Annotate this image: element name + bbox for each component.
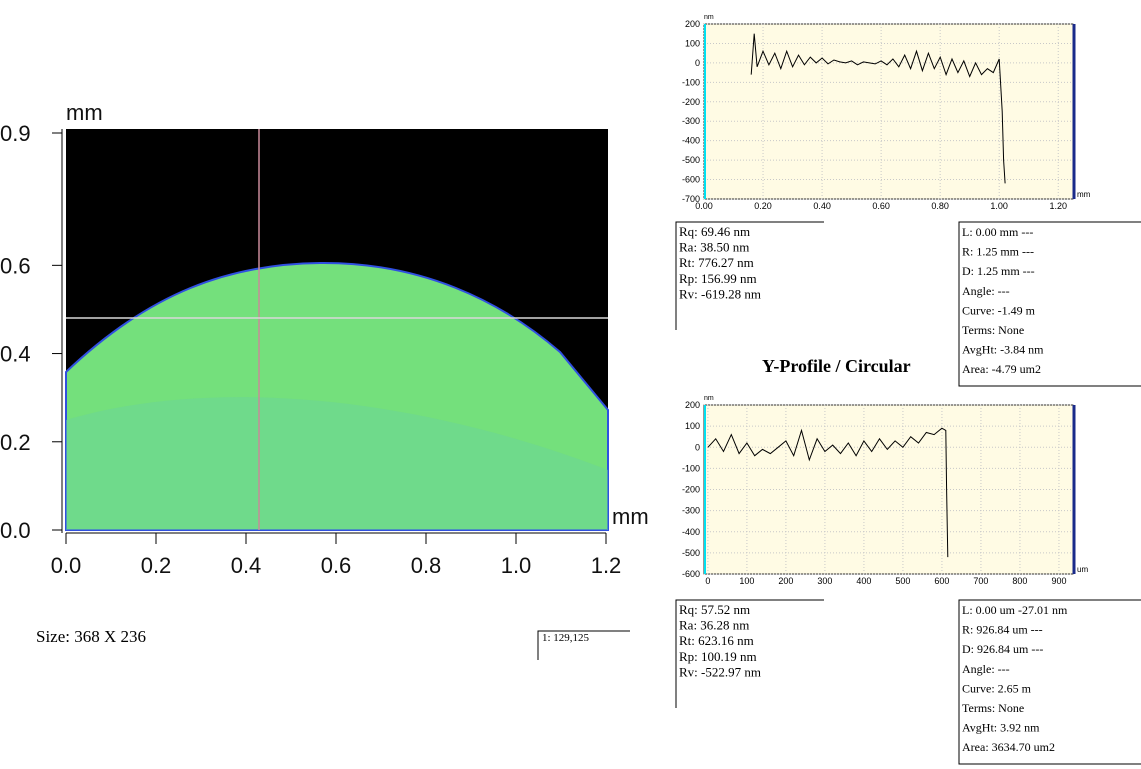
x-unit: um bbox=[1077, 565, 1088, 574]
y-tick-label: 0.4 bbox=[0, 342, 31, 367]
profile-title: Y-Profile / Circular bbox=[762, 356, 911, 376]
y-tick-label: 0.6 bbox=[0, 253, 31, 278]
x-tick-label: 0.4 bbox=[231, 553, 262, 578]
x-tick-label: 0.8 bbox=[411, 553, 442, 578]
x-tick-label: 0.2 bbox=[141, 553, 172, 578]
stat-right: L: 0.00 um -27.01 nm bbox=[962, 603, 1068, 617]
y-tick-label: -200 bbox=[682, 485, 700, 495]
x-tick-label: 1.2 bbox=[591, 553, 622, 578]
map-x-unit: mm bbox=[612, 504, 649, 529]
y-tick-label: -500 bbox=[682, 155, 700, 165]
stats-right-box bbox=[958, 221, 1141, 387]
x-tick-label: 900 bbox=[1051, 576, 1066, 586]
cursor-label: 1: 129,125 bbox=[542, 632, 590, 644]
x-tick-label: 0.80 bbox=[931, 201, 949, 211]
x-tick-label: 200 bbox=[778, 576, 793, 586]
x-tick-label: 600 bbox=[934, 576, 949, 586]
stat-right: R: 1.25 mm --- bbox=[962, 245, 1034, 259]
x-tick-label: 0.00 bbox=[695, 201, 713, 211]
y-tick-label: 200 bbox=[685, 400, 700, 410]
x-tick-label: 100 bbox=[739, 576, 754, 586]
y-tick-label: -300 bbox=[682, 506, 700, 516]
stat-left: Rp: 156.99 nm bbox=[679, 271, 757, 286]
map-y-unit: mm bbox=[66, 100, 103, 125]
x-tick-label: 0.20 bbox=[754, 201, 772, 211]
x-tick-label: 0.40 bbox=[813, 201, 831, 211]
x-tick-label: 1.20 bbox=[1049, 201, 1067, 211]
x-tick-label: 800 bbox=[1012, 576, 1027, 586]
y-tick-label: 0 bbox=[695, 58, 700, 68]
y-unit: nm bbox=[704, 14, 714, 21]
y-tick-label: 0 bbox=[695, 442, 700, 452]
stat-left: Ra: 36.28 nm bbox=[679, 618, 749, 633]
y-tick-label: 100 bbox=[685, 421, 700, 431]
y-tick-label: -400 bbox=[682, 527, 700, 537]
profile-line bbox=[750, 33, 1006, 184]
y-tick-label: -200 bbox=[682, 97, 700, 107]
stat-left: Rv: -619.28 nm bbox=[679, 286, 761, 301]
stat-left: Rt: 776.27 nm bbox=[679, 255, 754, 270]
stats-left-box bbox=[675, 599, 824, 708]
stat-left: Rp: 100.19 nm bbox=[679, 649, 757, 664]
y-unit: nm bbox=[704, 395, 714, 402]
x-tick-label: 1.0 bbox=[501, 553, 532, 578]
stat-left: Ra: 38.50 nm bbox=[679, 240, 749, 255]
stat-right: Curve: -1.49 m bbox=[962, 303, 1036, 317]
stat-right: D: 926.84 um --- bbox=[962, 642, 1043, 656]
profile-line bbox=[707, 427, 949, 558]
x-tick-label: 0 bbox=[705, 576, 710, 586]
stat-right: L: 0.00 mm --- bbox=[962, 225, 1033, 239]
x-tick-label: 0.0 bbox=[51, 553, 82, 578]
y-tick-label: -400 bbox=[682, 136, 700, 146]
x-tick-label: 1.00 bbox=[990, 201, 1008, 211]
stat-right: D: 1.25 mm --- bbox=[962, 264, 1035, 278]
stat-right: Angle: --- bbox=[962, 662, 1010, 676]
y-tick-label: -300 bbox=[682, 116, 700, 126]
stat-right: AvgHt: -3.84 nm bbox=[962, 343, 1044, 357]
y-tick-label: -600 bbox=[682, 569, 700, 579]
y-tick-label: 100 bbox=[685, 38, 700, 48]
size-label: Size: 368 X 236 bbox=[36, 627, 146, 646]
stats-left-box bbox=[675, 221, 824, 330]
x-tick-label: 400 bbox=[856, 576, 871, 586]
plot-background bbox=[703, 404, 1074, 575]
y-tick-label: -100 bbox=[682, 77, 700, 87]
y-tick-label: 0.9 bbox=[0, 121, 31, 146]
stat-left: Rv: -522.97 nm bbox=[679, 664, 761, 679]
cursor-box bbox=[537, 630, 630, 660]
stat-left: Rt: 623.16 nm bbox=[679, 633, 754, 648]
y-tick-label: -100 bbox=[682, 463, 700, 473]
stat-right: Terms: None bbox=[962, 701, 1024, 715]
stat-left: Rq: 57.52 nm bbox=[679, 602, 750, 617]
x-tick-label: 300 bbox=[817, 576, 832, 586]
y-tick-label: -700 bbox=[682, 194, 700, 204]
stat-right: R: 926.84 um --- bbox=[962, 623, 1043, 637]
y-tick-label: 200 bbox=[685, 19, 700, 29]
y-tick-label: 0.2 bbox=[0, 430, 31, 455]
y-tick-label: -600 bbox=[682, 175, 700, 185]
stat-right: Area: 3634.70 um2 bbox=[962, 740, 1055, 754]
x-tick-label: 700 bbox=[973, 576, 988, 586]
x-tick-label: 0.6 bbox=[321, 553, 352, 578]
stat-right: Angle: --- bbox=[962, 284, 1010, 298]
stat-left: Rq: 69.46 nm bbox=[679, 224, 750, 239]
stat-right: Terms: None bbox=[962, 323, 1024, 337]
map-shade bbox=[66, 397, 608, 530]
stat-right: AvgHt: 3.92 nm bbox=[962, 721, 1040, 735]
stat-right: Area: -4.79 um2 bbox=[962, 362, 1041, 376]
plot-background bbox=[703, 23, 1074, 200]
y-tick-label: 0.0 bbox=[0, 518, 31, 543]
stat-right: Curve: 2.65 m bbox=[962, 681, 1032, 695]
stats-right-box bbox=[958, 599, 1141, 765]
x-unit: mm bbox=[1077, 190, 1091, 199]
x-tick-label: 500 bbox=[895, 576, 910, 586]
y-tick-label: -500 bbox=[682, 548, 700, 558]
x-tick-label: 0.60 bbox=[872, 201, 890, 211]
